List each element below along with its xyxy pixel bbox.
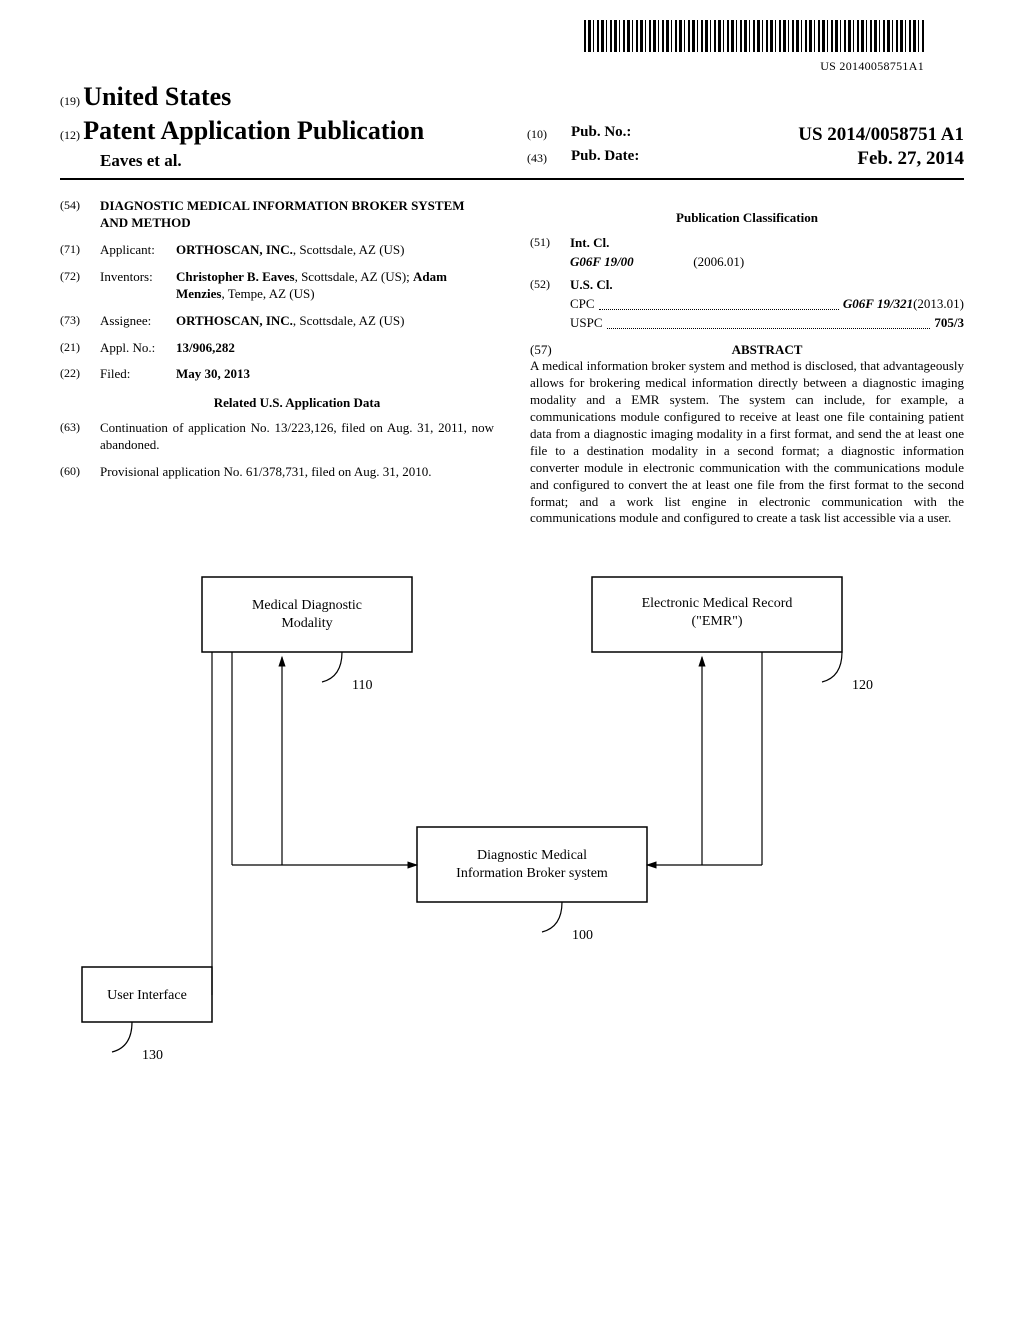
barcode-label: US 20140058751A1 <box>60 59 924 75</box>
inventor-1-name: Christopher B. Eaves <box>176 269 295 284</box>
uspc-line: USPC 705/3 <box>570 315 964 332</box>
applno-label: Appl. No.: <box>100 340 176 357</box>
box-broker-text2: Information Broker system <box>456 866 608 881</box>
box-broker-text1: Diagnostic Medical <box>477 848 587 863</box>
uscl-code: (52) <box>530 277 570 294</box>
ref-130: 130 <box>142 1048 163 1063</box>
abstract-code: (57) <box>530 342 570 359</box>
inventors-value: Christopher B. Eaves, Scottsdale, AZ (US… <box>176 269 494 303</box>
left-column: (54) DIAGNOSTIC MEDICAL INFORMATION BROK… <box>60 198 494 527</box>
inventor-line: Eaves et al. <box>60 150 497 172</box>
pubdate-value: Feb. 27, 2014 <box>681 147 964 172</box>
pubno-label: Pub. No.: <box>571 123 681 148</box>
filed-label: Filed: <box>100 366 176 383</box>
inventor-2-loc: , Tempe, AZ (US) <box>221 286 314 301</box>
box-modality <box>202 577 412 652</box>
pubno-code: (10) <box>527 123 571 148</box>
doc-kind-code: (12) <box>60 128 80 142</box>
provisional-text: Provisional application No. 61/378,731, … <box>100 464 494 481</box>
title-text: DIAGNOSTIC MEDICAL INFORMATION BROKER SY… <box>100 198 494 232</box>
box-emr-text2: ("EMR") <box>691 614 742 629</box>
assignee-label: Assignee: <box>100 313 176 330</box>
applicant-loc: , Scottsdale, AZ (US) <box>293 242 405 257</box>
inventor-1-loc: , Scottsdale, AZ (US); <box>295 269 413 284</box>
right-column: Publication Classification (51) Int. Cl.… <box>530 198 964 527</box>
continuation-code: (63) <box>60 420 100 454</box>
cpc-value: G06F 19/321 <box>843 296 913 313</box>
ref-100: 100 <box>572 928 593 943</box>
box-modality-text1: Medical Diagnostic <box>252 598 362 613</box>
intcl-date: (2006.01) <box>693 254 744 269</box>
assignee-name: ORTHOSCAN, INC. <box>176 313 293 328</box>
assignee-loc: , Scottsdale, AZ (US) <box>293 313 405 328</box>
applno-value: 13/906,282 <box>176 340 494 357</box>
cpc-label: CPC <box>570 296 595 313</box>
applicant-name: ORTHOSCAN, INC. <box>176 242 293 257</box>
intcl-code: (51) <box>530 235 570 252</box>
doc-kind-text: Patent Application Publication <box>83 116 424 145</box>
ref-110: 110 <box>352 678 372 693</box>
biblio: (54) DIAGNOSTIC MEDICAL INFORMATION BROK… <box>60 198 964 527</box>
related-head: Related U.S. Application Data <box>60 395 494 412</box>
abstract-head: ABSTRACT <box>570 342 964 359</box>
figure-diagram: Medical Diagnostic Modality 110 Electron… <box>60 557 964 1077</box>
abstract-text: A medical information broker system and … <box>530 358 964 527</box>
assignee-code: (73) <box>60 313 100 330</box>
uspc-value: 705/3 <box>934 315 964 332</box>
country-name: United States <box>83 82 231 111</box>
title-code: (54) <box>60 198 100 232</box>
header-right: (10) Pub. No.: US 2014/0058751 A1 (43) P… <box>527 123 964 172</box>
inventors-code: (72) <box>60 269 100 303</box>
diagram-svg: Medical Diagnostic Modality 110 Electron… <box>60 557 964 1077</box>
cpc-date: (2013.01) <box>913 296 964 313</box>
intcl-class: G06F 19/00 <box>570 254 690 271</box>
ref-120: 120 <box>852 678 873 693</box>
applicant-code: (71) <box>60 242 100 259</box>
barcode-graphic <box>584 20 924 52</box>
box-emr-text1: Electronic Medical Record <box>642 596 793 611</box>
uspc-label: USPC <box>570 315 603 332</box>
cpc-dots <box>599 296 839 310</box>
applicant-label: Applicant: <box>100 242 176 259</box>
assignee-value: ORTHOSCAN, INC., Scottsdale, AZ (US) <box>176 313 494 330</box>
intcl-value: G06F 19/00 (2006.01) <box>570 254 964 271</box>
divider <box>60 178 964 180</box>
uspc-dots <box>607 315 931 329</box>
header: (19) United States (12) Patent Applicati… <box>60 80 964 172</box>
box-ui-text: User Interface <box>107 988 187 1003</box>
pubclass-head: Publication Classification <box>530 210 964 227</box>
inventors-label: Inventors: <box>100 269 176 303</box>
barcode-block: US 20140058751A1 <box>60 20 964 74</box>
header-left: (19) United States (12) Patent Applicati… <box>60 80 497 172</box>
filed-code: (22) <box>60 366 100 383</box>
continuation-text: Continuation of application No. 13/223,1… <box>100 420 494 454</box>
provisional-code: (60) <box>60 464 100 481</box>
applno-code: (21) <box>60 340 100 357</box>
pubdate-code: (43) <box>527 147 571 172</box>
pubdate-label: Pub. Date: <box>571 147 681 172</box>
box-modality-text2: Modality <box>281 616 332 631</box>
pubno-value: US 2014/0058751 A1 <box>681 123 964 148</box>
box-broker <box>417 827 647 902</box>
country-code: (19) <box>60 94 80 108</box>
filed-value: May 30, 2013 <box>176 366 494 383</box>
applicant-value: ORTHOSCAN, INC., Scottsdale, AZ (US) <box>176 242 494 259</box>
intcl-label: Int. Cl. <box>570 235 964 252</box>
cpc-line: CPC G06F 19/321 (2013.01) <box>570 296 964 313</box>
uscl-label: U.S. Cl. <box>570 277 964 294</box>
